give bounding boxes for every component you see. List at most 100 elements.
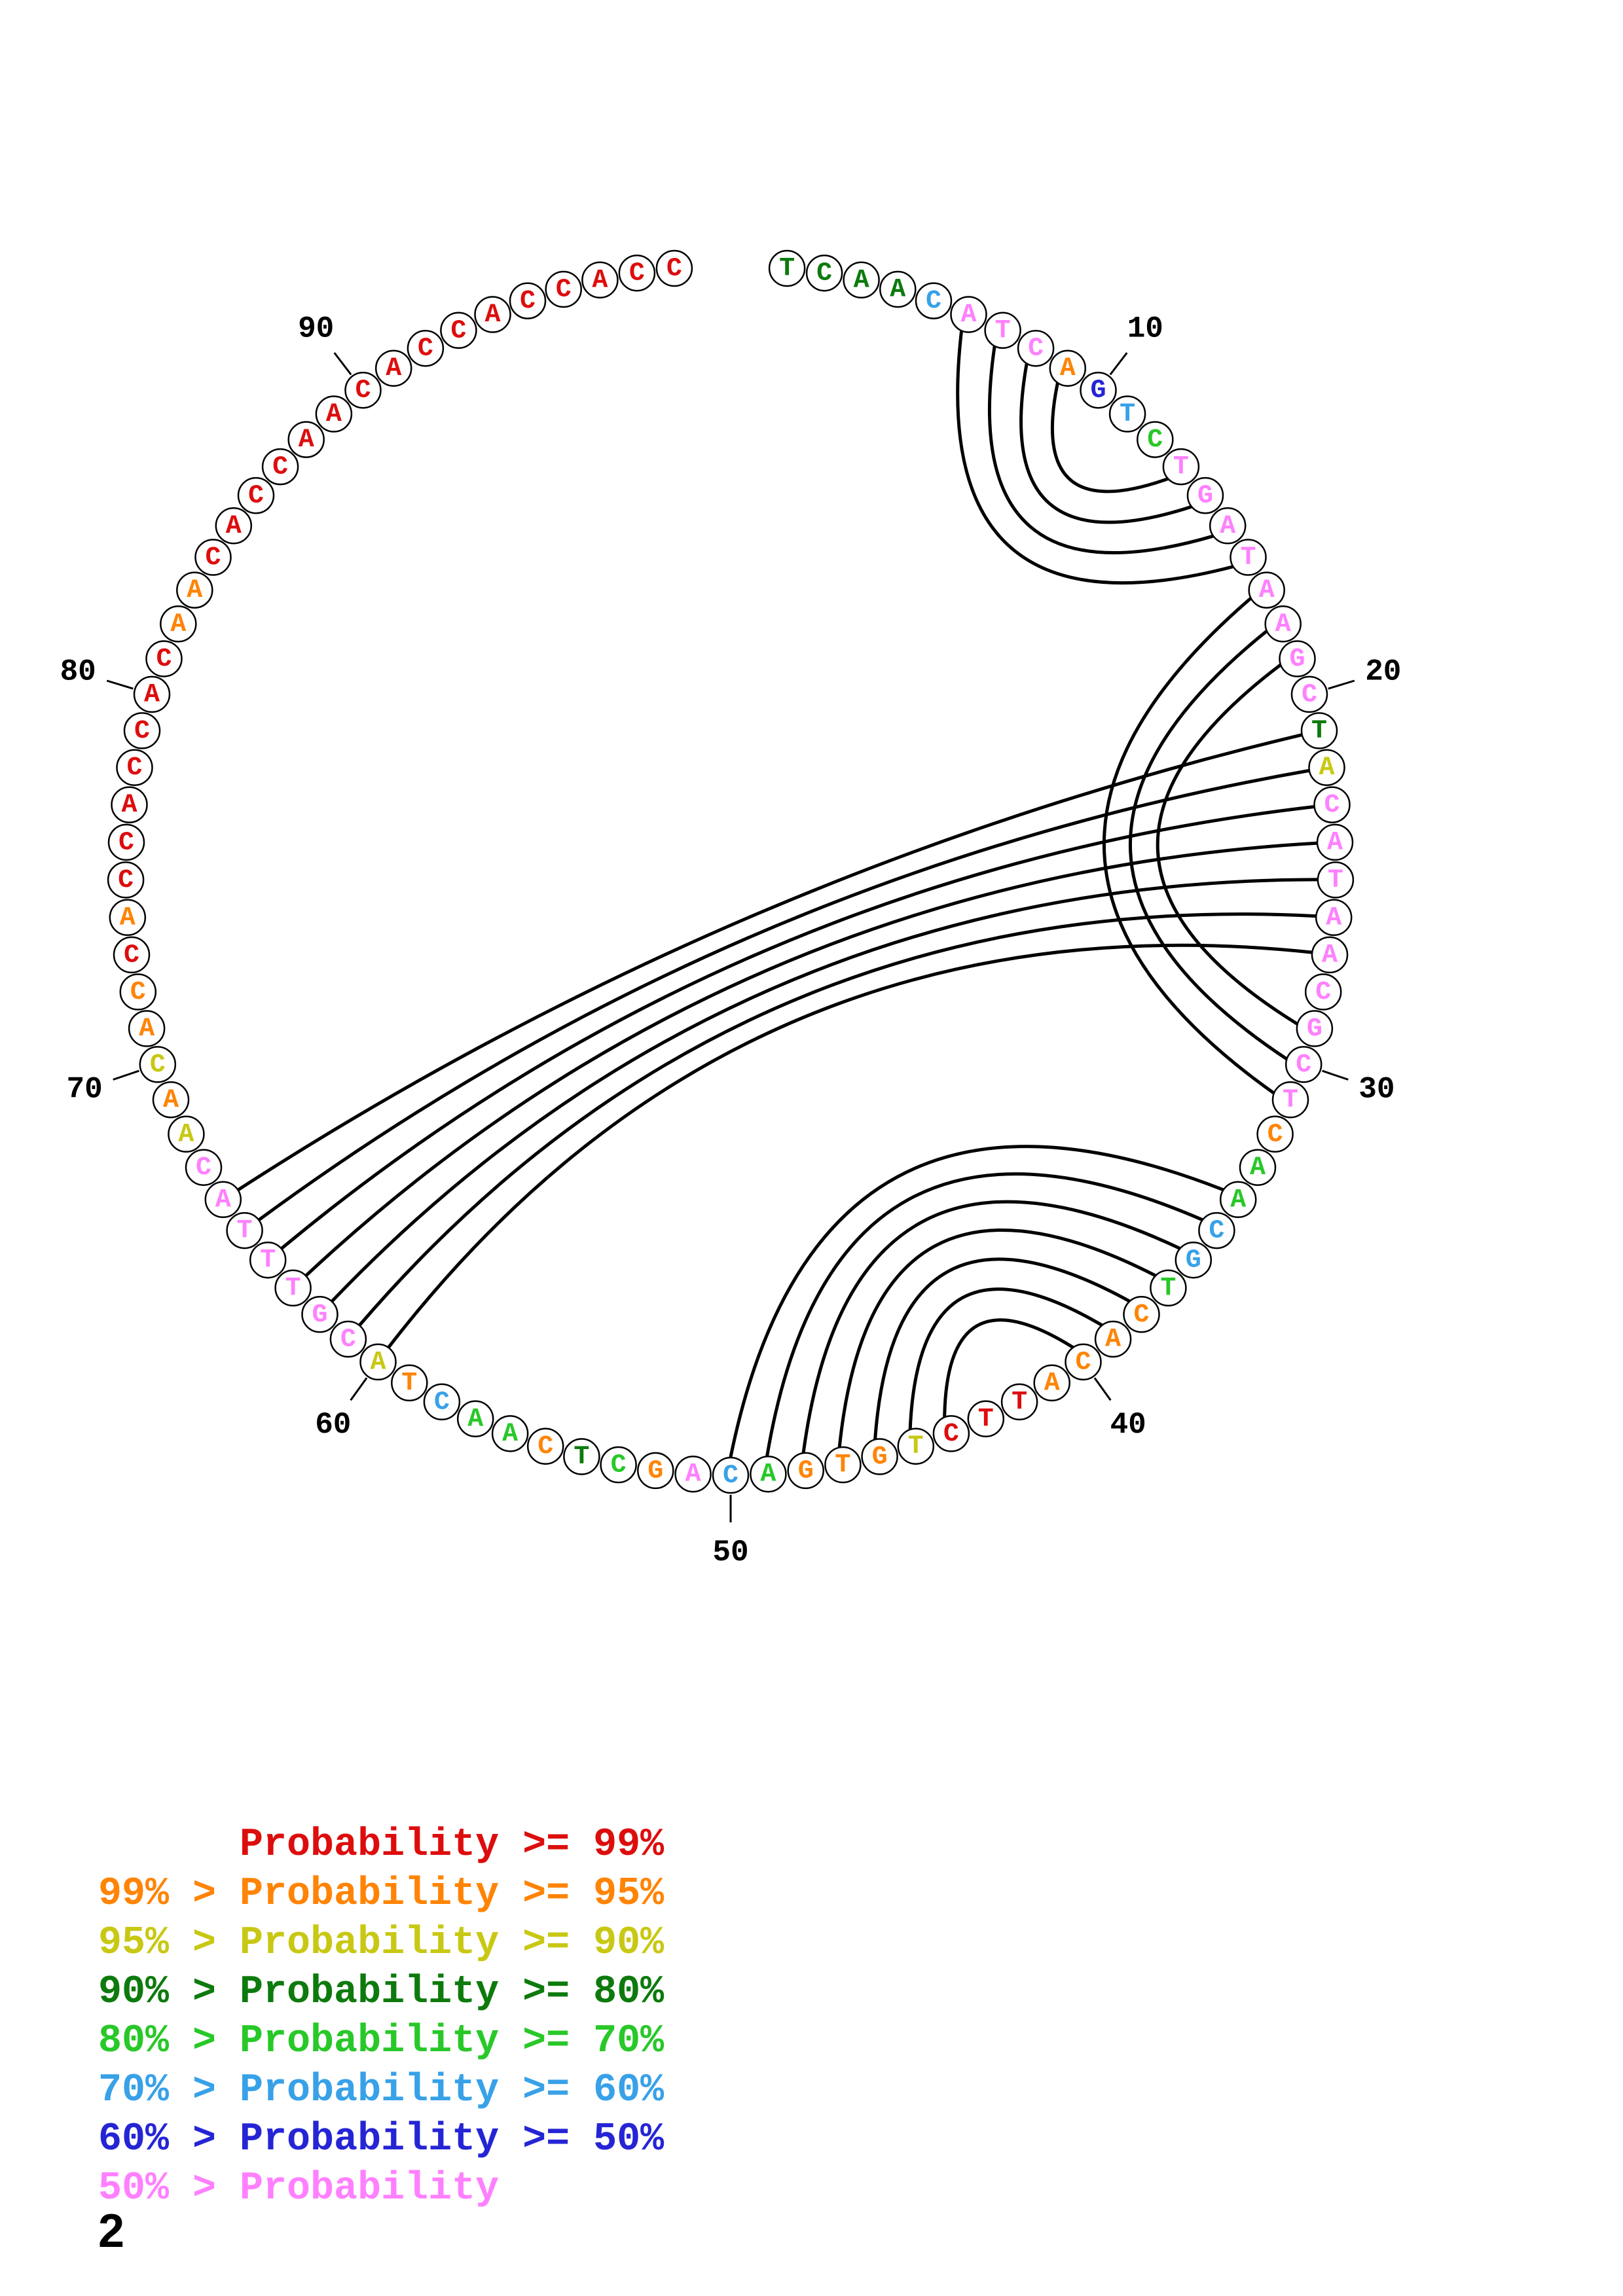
nucleotide: T <box>897 1427 935 1465</box>
nucleotide-base: A <box>890 276 905 305</box>
base-pair-arc <box>257 769 1311 1221</box>
nucleotide-ring <box>204 1181 242 1219</box>
nucleotide-base: A <box>960 300 976 330</box>
nucleotide-base: C <box>1267 1120 1283 1149</box>
nucleotide-base: T <box>574 1443 589 1472</box>
nucleotide-base: T <box>1173 453 1189 482</box>
nucleotide-ring <box>1316 823 1354 861</box>
nucleotide-ring <box>1186 476 1224 514</box>
nucleotide: A <box>843 261 880 299</box>
nucleotide-base: A <box>1105 1325 1121 1355</box>
nucleotide-ring <box>1239 1149 1277 1186</box>
nucleotide-ring <box>301 1296 338 1333</box>
nucleotide-ring <box>1308 749 1345 786</box>
nucleotide: G <box>1186 476 1224 514</box>
base-pair-arc <box>387 943 1313 1349</box>
legend-entry: Probability >= 99% <box>98 1823 665 1867</box>
base-pair-arc <box>729 1145 1225 1459</box>
nucleotide: T <box>1271 1081 1309 1119</box>
nucleotide-base: C <box>926 287 941 316</box>
nucleotide-base: C <box>1209 1217 1224 1246</box>
nucleotide: C <box>145 640 183 677</box>
legend-entry: 60% > Probability >= 50% <box>98 2117 665 2162</box>
nucleotide-base: T <box>1160 1274 1176 1303</box>
position-label: 10 <box>1127 312 1163 346</box>
nucleotide-ring <box>107 823 145 861</box>
nucleotide: T <box>249 1241 287 1279</box>
nucleotide: A <box>1316 823 1354 861</box>
position-label: 20 <box>1365 655 1401 689</box>
nucleotide-base: A <box>121 791 137 820</box>
position-tick <box>1109 352 1128 376</box>
nucleotide-ring <box>750 1455 787 1493</box>
nucleotide: C <box>712 1456 750 1494</box>
nucleotide-base: C <box>434 1388 450 1417</box>
nucleotide-ring <box>915 282 953 319</box>
base-pair-arc <box>358 912 1317 1327</box>
nucleotide-ring <box>950 296 987 333</box>
nucleotide-base: A <box>1230 1185 1246 1215</box>
nucleotide-ring <box>843 261 880 299</box>
nucleotide-ring <box>1162 448 1200 486</box>
nucleotide-ring <box>824 1446 862 1484</box>
nucleotide: G <box>1296 1010 1334 1047</box>
nucleotide-base: C <box>723 1462 739 1491</box>
nucleotide: A <box>359 1343 397 1381</box>
base-pair-arc <box>280 805 1316 1250</box>
nucleotide: A <box>168 1115 205 1153</box>
base-pair-arc <box>1128 630 1288 1060</box>
nucleotide: C <box>261 448 299 486</box>
nucleotide-ring <box>407 329 445 367</box>
nucleotide: C <box>123 712 161 749</box>
nucleotide-base: C <box>943 1420 959 1449</box>
nucleotide: A <box>1308 749 1345 786</box>
nucleotide-base: G <box>798 1456 814 1486</box>
nucleotide: A <box>950 296 987 333</box>
nucleotide-base: C <box>248 482 264 511</box>
nucleotide: T <box>984 312 1021 350</box>
nucleotide-ring <box>1279 640 1316 677</box>
nucleotide: A <box>1311 936 1349 974</box>
base-pair-arc <box>1156 663 1299 1026</box>
base-pair-arc <box>765 1172 1204 1458</box>
nucleotide-base: A <box>854 266 869 295</box>
position-tick <box>1322 1069 1349 1081</box>
nucleotide-ring <box>1123 1296 1160 1333</box>
nucleotide-base: C <box>1315 978 1331 1007</box>
nucleotide: C <box>119 973 157 1011</box>
nucleotide: T <box>274 1269 312 1307</box>
nucleotide: C <box>545 270 582 308</box>
nucleotide-ring <box>1209 507 1247 545</box>
nucleotide-base: A <box>120 903 136 933</box>
nucleotide-ring <box>1285 1046 1322 1083</box>
base-pair-arc <box>943 1318 1074 1418</box>
nucleotide-ring <box>967 1400 1005 1438</box>
position-label: 50 <box>712 1535 748 1570</box>
nucleotide-base: C <box>1133 1300 1149 1330</box>
nucleotide-base: C <box>134 717 150 746</box>
nucleotide-ring <box>1290 675 1328 713</box>
nucleotide-base: A <box>1319 753 1334 783</box>
nucleotide-base: A <box>1044 1369 1060 1398</box>
nucleotide-base: G <box>1090 376 1106 406</box>
position-label: 70 <box>66 1072 102 1106</box>
nucleotide: T <box>967 1400 1005 1438</box>
nucleotide: C <box>1285 1046 1322 1083</box>
nucleotide: C <box>407 329 445 367</box>
base-pair-arc <box>236 733 1304 1192</box>
legend-entry: 95% > Probability >= 90% <box>98 1921 665 1965</box>
nucleotide: C <box>440 312 477 350</box>
nucleotide-base: A <box>1259 576 1275 605</box>
nucleotide-base: G <box>1307 1014 1322 1044</box>
nucleotide: A <box>204 1181 242 1219</box>
nucleotide-ring <box>932 1415 970 1452</box>
nucleotide-base: T <box>978 1405 994 1434</box>
base-pair-arc <box>988 345 1214 555</box>
nucleotide: C <box>1313 786 1351 823</box>
nucleotide-base: C <box>124 941 139 970</box>
position-label: 60 <box>315 1408 351 1442</box>
nucleotide-ring <box>391 1364 428 1402</box>
nucleotide-base: A <box>1275 610 1291 639</box>
nucleotide-base: C <box>1075 1348 1091 1377</box>
nucleotide: C <box>116 749 153 786</box>
